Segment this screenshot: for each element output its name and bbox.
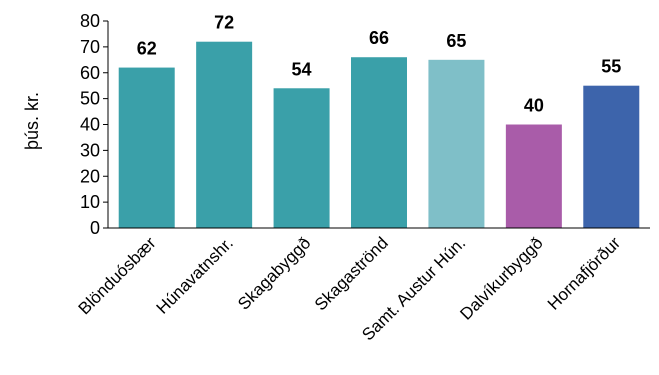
bar [196,41,253,229]
bar [273,88,330,229]
x-category-label: Húnavatnshr. [153,233,237,317]
y-axis-ticks: 0 10 20 30 40 50 60 70 80 [80,11,108,238]
bar-value-label: 66 [369,28,389,48]
y-axis-title: þús. kr. [22,92,42,150]
bar [583,85,640,228]
bar [505,124,562,228]
bar-value-label: 65 [446,31,466,51]
y-tick-label: 80 [80,11,100,31]
bar-value-label: 40 [524,96,544,116]
bar-value-label: 54 [292,59,312,79]
data-labels: 62 72 54 66 65 40 55 [137,13,622,116]
bar [118,67,175,228]
bar-value-label: 55 [601,57,621,77]
x-category-label: Skagabyggð [234,233,314,313]
y-tick-label: 10 [80,192,100,212]
bars [118,41,640,229]
bar-value-label: 72 [214,13,234,33]
category-labels: BlönduósbærHúnavatnshr.SkagabyggðSkagast… [75,233,625,344]
x-category-label: Hornafjörður [544,233,624,313]
y-tick-label: 20 [80,166,100,186]
x-category-label: Dalvíkurbyggð [456,233,546,323]
x-category-label: Skagaströnd [311,233,392,314]
y-tick-label: 50 [80,89,100,109]
bar [428,59,485,228]
y-tick-label: 70 [80,37,100,57]
y-tick-label: 30 [80,140,100,160]
bar-value-label: 62 [137,39,157,59]
x-category-label: Blönduósbær [75,233,160,318]
y-tick-label: 60 [80,63,100,83]
y-tick-label: 40 [80,115,100,135]
bar [351,57,407,228]
y-tick-label: 0 [90,218,100,238]
